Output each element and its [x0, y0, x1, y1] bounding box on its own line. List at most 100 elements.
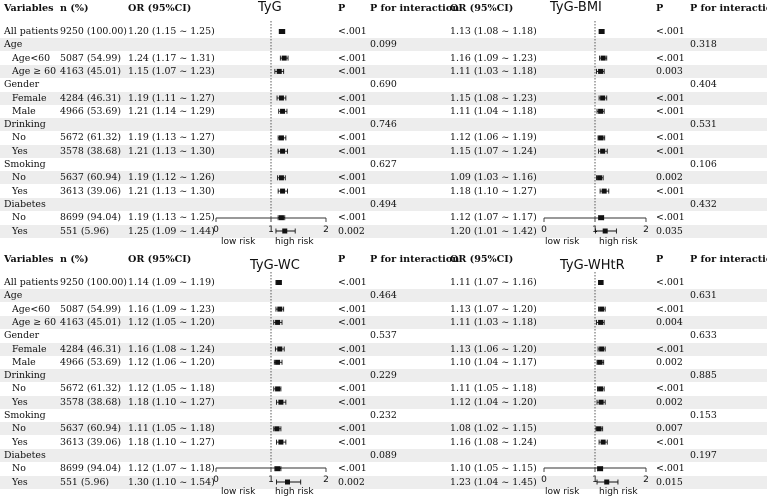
or-ci-value: 1.12 (1.06 ~ 1.19) — [450, 132, 537, 144]
n-value: 4966 (53.69) — [60, 105, 121, 117]
n-value: 4284 (46.31) — [60, 92, 121, 104]
n-value: 4163 (45.01) — [60, 65, 121, 77]
p-value: <.001 — [338, 212, 367, 224]
or-ci-value: 1.18 (1.10 ~ 1.27) — [128, 396, 215, 408]
group-label: Diabetes — [4, 449, 46, 461]
row-label: No — [12, 383, 26, 395]
point-estimate — [598, 108, 604, 114]
header-variables: Variables — [4, 254, 54, 265]
or-ci-value: 1.11 (1.03 ~ 1.18) — [450, 65, 537, 77]
row-label: Female — [12, 92, 47, 104]
row-label: Yes — [12, 225, 28, 237]
point-estimate — [598, 135, 604, 141]
point-estimate — [278, 95, 284, 101]
or-ci-value: 1.10 (1.05 ~ 1.15) — [450, 463, 537, 475]
forest-plot: 0 1 2 — [541, 272, 649, 485]
point-estimate — [600, 148, 606, 154]
p-value: <.001 — [656, 132, 685, 144]
n-value: 8699 (94.04) — [60, 212, 121, 224]
low-risk-label: low risk — [545, 237, 580, 247]
or-ci-value: 1.16 (1.08 ~ 1.24) — [128, 343, 215, 355]
point-estimate — [277, 306, 283, 312]
p-value: <.001 — [338, 423, 367, 435]
or-ci-value: 1.16 (1.08 ~ 1.24) — [450, 436, 537, 448]
row-band — [0, 144, 436, 158]
p-interaction-value: 0.690 — [370, 79, 397, 91]
header-p: P — [656, 254, 664, 265]
point-estimate — [278, 135, 284, 141]
p-value: <.001 — [338, 396, 367, 408]
x-tick-label: 1 — [268, 225, 274, 235]
p-interaction-value: 0.494 — [370, 198, 397, 210]
or-ci-value: 1.19 (1.13 ~ 1.27) — [128, 132, 215, 144]
x-tick-label: 2 — [323, 475, 329, 485]
point-estimate — [600, 55, 606, 61]
group-label: Diabetes — [4, 198, 46, 210]
p-value: 0.002 — [656, 172, 683, 184]
point-estimate — [285, 479, 290, 485]
n-value: 5672 (61.32) — [60, 383, 121, 395]
point-estimate — [604, 479, 610, 485]
point-estimate — [598, 215, 604, 221]
p-value: <.001 — [338, 92, 367, 104]
point-estimate — [276, 68, 282, 74]
point-estimate — [598, 68, 604, 74]
or-ci-value: 1.11 (1.03 ~ 1.18) — [450, 316, 537, 328]
or-ci-value: 1.19 (1.12 ~ 1.26) — [128, 172, 215, 184]
row-label: Yes — [12, 185, 28, 197]
point-estimate — [598, 386, 604, 392]
or-ci-value: 1.23 (1.04 ~ 1.45) — [450, 476, 537, 488]
p-value: <.001 — [656, 105, 685, 117]
x-tick-label: 2 — [643, 225, 649, 235]
p-value: <.001 — [338, 65, 367, 77]
p-value: <.001 — [656, 303, 685, 315]
row-label: All patients — [4, 277, 59, 288]
x-tick-label: 0 — [541, 475, 547, 485]
or-ci-value: 1.20 (1.01 ~ 1.42) — [450, 225, 537, 237]
point-estimate — [596, 426, 602, 432]
or-ci-value: 1.13 (1.07 ~ 1.20) — [450, 303, 537, 315]
row-band — [0, 342, 436, 356]
p-value: 0.002 — [656, 396, 683, 408]
header-p: P — [656, 3, 664, 14]
or-ci-value: 1.18 (1.10 ~ 1.27) — [450, 185, 537, 197]
row-band — [436, 197, 767, 211]
p-value: 0.002 — [656, 356, 683, 368]
n-value: 3613 (39.06) — [60, 185, 121, 197]
p-value: <.001 — [656, 212, 685, 224]
or-ci-value: 1.12 (1.07 ~ 1.17) — [450, 212, 537, 224]
p-interaction-value: 0.089 — [370, 449, 397, 461]
row-band — [0, 171, 436, 185]
or-ci-value: 1.12 (1.04 ~ 1.20) — [450, 396, 537, 408]
group-label: Drinking — [4, 370, 46, 382]
p-value: <.001 — [338, 303, 367, 315]
forest-plot: 0 1 2 — [541, 21, 649, 235]
p-value: <.001 — [338, 436, 367, 448]
or-ci-value: 1.10 (1.04 ~ 1.17) — [450, 356, 537, 368]
header-or-ci: OR (95%CI) — [450, 254, 514, 265]
p-value: <.001 — [338, 343, 367, 355]
or-ci-value: 1.15 (1.07 ~ 1.23) — [128, 65, 215, 77]
or-ci-value: 1.11 (1.07 ~ 1.16) — [450, 277, 537, 288]
p-interaction-value: 0.537 — [370, 330, 397, 342]
p-interaction-value: 0.746 — [370, 119, 397, 131]
or-ci-value: 1.21 (1.14 ~ 1.29) — [128, 105, 215, 117]
forest-plot: 0 1 2 — [213, 21, 329, 235]
p-value: <.001 — [338, 316, 367, 328]
p-interaction-value: 0.885 — [690, 370, 717, 382]
row-band — [0, 38, 436, 52]
point-estimate — [599, 346, 605, 352]
row-band — [0, 315, 436, 329]
row-band — [0, 475, 436, 489]
or-ci-value: 1.12 (1.05 ~ 1.20) — [128, 316, 215, 328]
n-value: 9250 (100.00) — [60, 26, 127, 37]
p-value: 0.035 — [656, 225, 683, 237]
header-or-ci: OR (95%CI) — [128, 254, 192, 265]
point-estimate — [278, 215, 284, 221]
p-value: <.001 — [338, 172, 367, 184]
p-value: <.001 — [338, 26, 367, 37]
or-ci-value: 1.11 (1.05 ~ 1.18) — [450, 383, 537, 395]
n-value: 551 (5.96) — [60, 476, 110, 488]
point-estimate — [600, 95, 606, 101]
or-ci-value: 1.21 (1.13 ~ 1.30) — [128, 145, 215, 157]
